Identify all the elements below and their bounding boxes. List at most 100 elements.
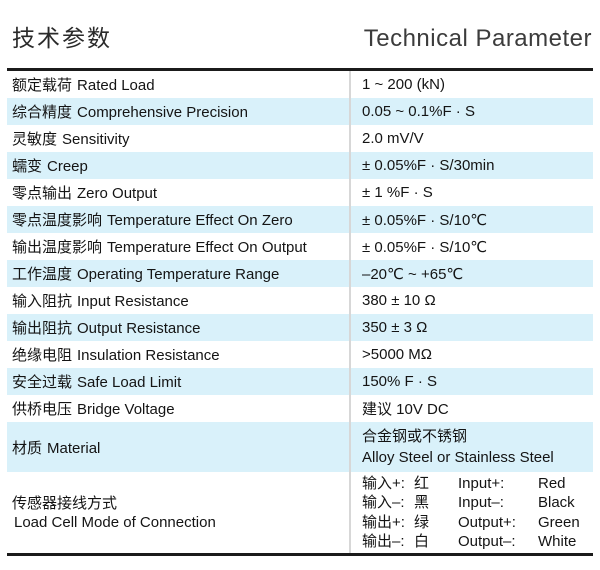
table-row: 输出阻抗 Output Resistance 350 ± 3 Ω (7, 314, 593, 341)
row-label-en: Sensitivity (62, 131, 130, 148)
page-title-en: Technical Parameter (363, 25, 592, 52)
table-row: 供桥电压 Bridge Voltage 建议 10V DC (7, 395, 593, 422)
row-label-zh: 输出阻抗 (12, 320, 73, 337)
wiring-cn-color: 红 (414, 474, 430, 492)
row-label: 材质 Material (7, 437, 349, 458)
row-label: 输出阻抗 Output Resistance (7, 317, 349, 338)
footer-rule (7, 553, 593, 556)
row-label-zh: 输出温度影响 (12, 239, 103, 256)
row-label: 综合精度 Comprehensive Precision (7, 101, 349, 122)
table-row: 蠕变 Creep ± 0.05%F · S/30min (7, 152, 593, 179)
row-label: 零点输出 Zero Output (7, 182, 349, 203)
row-label-zh: 灵敏度 (12, 131, 58, 148)
row-label-en: Operating Temperature Range (77, 266, 280, 283)
table-row: 输入阻抗 Input Resistance 380 ± 10 Ω (7, 287, 593, 314)
row-label-zh: 输入阻抗 (12, 293, 73, 310)
wiring-en-color: Red (538, 474, 566, 492)
row-label-en: Creep (47, 158, 88, 175)
table-row: 额定载荷 Rated Load 1 ~ 200 (kN) (7, 71, 593, 98)
row-label: 工作温度 Operating Temperature Range (7, 263, 349, 284)
row-label-en: Safe Load Limit (77, 374, 182, 391)
row-label: 输出温度影响 Temperature Effect On Output (7, 236, 349, 257)
header-rule (7, 68, 593, 71)
row-label: 灵敏度 Sensitivity (7, 128, 349, 149)
connection-label-en: Load Cell Mode of Connection (14, 513, 216, 531)
row-label-zh: 综合精度 (12, 104, 73, 121)
row-label-en: Bridge Voltage (77, 401, 175, 418)
row-label-zh: 供桥电压 (12, 401, 73, 418)
wiring-cn-label: 输入+: (362, 474, 405, 492)
material-value-en: Alloy Steel or Stainless Steel (362, 449, 554, 466)
row-label: 安全过载 Safe Load Limit (7, 371, 349, 392)
row-label-en: Input Resistance (77, 293, 189, 310)
row-label-zh: 零点输出 (12, 185, 73, 202)
row-label: 蠕变 Creep (7, 155, 349, 176)
wiring-line: 输入+: 红 Input+: Red (362, 474, 593, 494)
row-value: ± 0.05%F · S/10℃ (362, 211, 488, 229)
wiring-line: 输出–: 白 Output–: White (362, 532, 593, 552)
wiring-table: 输入+: 红 Input+: Red 输入–: 黑 Input–: Black 输出+: 绿 O… (349, 474, 593, 552)
column-divider (349, 71, 351, 553)
wiring-cn-color: 黑 (414, 494, 430, 511)
row-label: 绝缘电阻 Insulation Resistance (7, 344, 349, 365)
row-label: 输入阻抗 Input Resistance (7, 290, 349, 311)
wiring-cn-label: 输入–: (362, 494, 405, 511)
wiring-cn-color: 白 (414, 533, 430, 550)
wiring-en-label: Output+: (458, 513, 516, 531)
row-label-zh: 蠕变 (12, 158, 43, 175)
row-value: 1 ~ 200 (kN) (362, 76, 445, 93)
row-label-en: Rated Load (77, 77, 155, 94)
row-value: >5000 MΩ (362, 346, 433, 363)
row-label-en: Comprehensive Precision (77, 104, 248, 121)
connection-row: 传感器接线方式 Load Cell Mode of Connection 输入+… (7, 472, 593, 553)
row-value: ± 1 %F · S (362, 184, 433, 201)
connection-label-zh: 传感器接线方式 (12, 494, 118, 512)
row-value: 2.0 mV/V (362, 130, 424, 147)
table-row: 灵敏度 Sensitivity 2.0 mV/V (7, 125, 593, 152)
row-value: 350 ± 3 Ω (362, 319, 428, 336)
row-value: 建议 10V DC (362, 401, 449, 418)
wiring-en-color: Green (538, 513, 580, 531)
row-label: 供桥电压 Bridge Voltage (7, 398, 349, 419)
connection-label: 传感器接线方式 Load Cell Mode of Connection (7, 494, 349, 532)
table-row: 输出温度影响 Temperature Effect On Output ± 0.0… (7, 233, 593, 260)
page-title-zh: 技术参数 (12, 25, 112, 51)
row-label-en: Material (47, 439, 101, 457)
row-label-zh: 绝缘电阻 (12, 347, 73, 364)
wiring-line: 输出+: 绿 Output+: Green (362, 513, 593, 533)
row-label: 零点温度影响 Temperature Effect On Zero (7, 209, 349, 230)
row-value: 150% F · S (362, 373, 438, 390)
row-label-zh: 安全过载 (12, 374, 73, 391)
table-row: 安全过载 Safe Load Limit 150% F · S (7, 368, 593, 395)
wiring-en-label: Input–: (458, 494, 504, 511)
wiring-cn-label: 输出–: (362, 533, 405, 550)
row-value: –20℃ ~ +65℃ (362, 265, 464, 283)
wiring-line: 输入–: 黑 Input–: Black (362, 493, 593, 513)
wiring-cn-color: 绿 (414, 513, 430, 531)
row-label-en: Zero Output (77, 185, 158, 202)
table-row: 综合精度 Comprehensive Precision 0.05 ~ 0.1%F… (7, 98, 593, 125)
row-label: 额定载荷 Rated Load (7, 74, 349, 95)
row-label-en: Insulation Resistance (77, 347, 220, 364)
table-row: 工作温度 Operating Temperature Range –20℃ ~ +… (7, 260, 593, 287)
material-value: 合金钢或不锈钢 Alloy Steel or Stainless Steel (349, 426, 593, 468)
wiring-en-label: Output–: (458, 533, 516, 550)
row-label-en: Temperature Effect On Output (107, 239, 307, 256)
row-label-zh: 工作温度 (12, 266, 73, 283)
spec-table: 额定载荷 Rated Load 1 ~ 200 (kN) 综合精度 Comprehe… (7, 71, 593, 553)
wiring-cn-label: 输出+: (362, 513, 405, 531)
row-label-zh: 材质 (12, 439, 43, 457)
material-value-zh: 合金钢或不锈钢 (362, 428, 468, 445)
table-row: 零点温度影响 Temperature Effect On Zero ± 0.05%… (7, 206, 593, 233)
header: 技术参数 Technical Parameter (0, 0, 600, 53)
row-label-zh: 零点温度影响 (12, 212, 103, 229)
row-value: ± 0.05%F · S/30min (362, 157, 495, 174)
row-value: ± 0.05%F · S/10℃ (362, 238, 488, 256)
wiring-en-label: Input+: (458, 474, 505, 492)
wiring-en-color: Black (538, 494, 575, 511)
table-row: 绝缘电阻 Insulation Resistance >5000 MΩ (7, 341, 593, 368)
row-label-en: Output Resistance (77, 320, 201, 337)
wiring-en-color: White (538, 533, 577, 550)
row-label-en: Temperature Effect On Zero (107, 212, 293, 229)
